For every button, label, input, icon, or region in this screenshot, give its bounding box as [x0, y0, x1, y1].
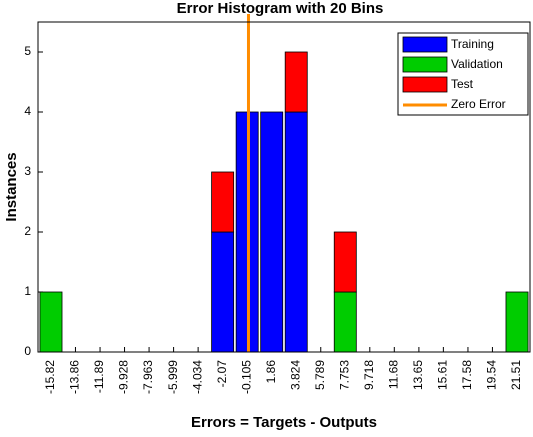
legend-swatch	[402, 36, 448, 53]
x-tick-label: 9.718	[362, 360, 376, 390]
x-tick-label: 15.61	[436, 360, 450, 390]
x-tick-label: 1.86	[264, 360, 278, 384]
x-tick-label: 5.789	[313, 360, 327, 390]
bar	[333, 291, 357, 353]
x-tick-label: -11.89	[92, 360, 106, 393]
x-tick-label: -4.034	[190, 360, 204, 394]
x-tick-label: -0.105	[239, 360, 253, 394]
x-tick-label: 7.753	[337, 360, 351, 390]
x-tick-label: -13.86	[68, 360, 82, 394]
bar	[211, 171, 235, 233]
legend-label: Training	[451, 37, 494, 51]
legend-swatch	[402, 56, 448, 73]
bar	[260, 111, 284, 353]
bar	[211, 231, 235, 353]
y-tick-label: 2	[24, 224, 31, 238]
x-tick-label: -15.82	[43, 360, 57, 394]
y-tick-label: 0	[24, 344, 31, 358]
chart-title: Error Histogram with 20 Bins	[177, 0, 384, 17]
x-tick-label: -5.999	[166, 360, 180, 394]
x-tick-label: 17.58	[460, 360, 474, 390]
legend-label: Test	[451, 77, 474, 91]
legend-label: Zero Error	[451, 97, 506, 111]
x-tick-label: 19.54	[485, 360, 499, 390]
y-tick-label: 1	[24, 284, 31, 298]
x-tick-label: -9.928	[117, 360, 131, 394]
bar	[284, 111, 308, 353]
y-tick-label: 4	[24, 104, 31, 118]
bar	[39, 291, 63, 353]
bar	[333, 231, 357, 293]
x-tick-label: -2.07	[215, 360, 229, 388]
x-tick-label: 21.51	[509, 360, 523, 390]
x-tick-label: -7.963	[141, 360, 155, 394]
x-tick-label: 11.68	[386, 360, 400, 389]
bar	[284, 51, 308, 113]
plot-frame	[37, 21, 531, 353]
y-tick-label: 3	[24, 164, 31, 178]
x-axis-label: Errors = Targets - Outputs	[191, 414, 377, 431]
y-tick-label: 5	[24, 44, 31, 58]
bar	[505, 291, 529, 353]
legend-label: Validation	[451, 57, 503, 71]
x-tick-label: 3.824	[288, 360, 302, 390]
x-tick-label: 13.65	[411, 360, 425, 390]
legend-swatch	[402, 76, 448, 93]
y-axis-label: Instances	[3, 152, 20, 221]
